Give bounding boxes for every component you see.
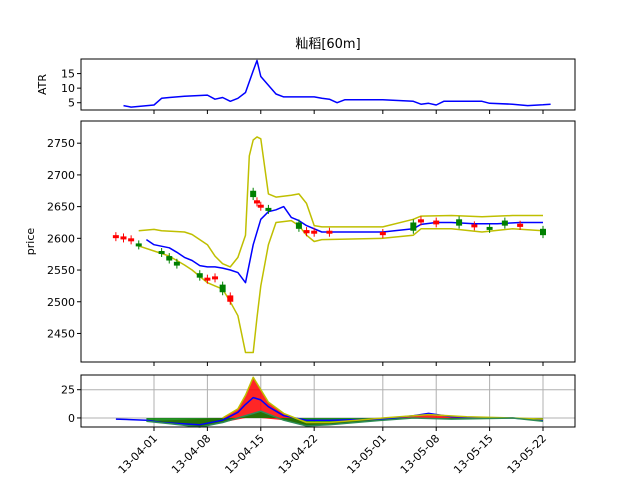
candle-body bbox=[227, 295, 234, 302]
candle-body bbox=[311, 230, 318, 234]
atr-ytick-label: 10 bbox=[61, 82, 75, 95]
price-mid-line bbox=[145, 205, 543, 284]
candle-body bbox=[219, 284, 226, 293]
x-date-tick-label: 13-05-15 bbox=[451, 432, 496, 477]
price-ylabel: price bbox=[24, 228, 37, 256]
x-date-tick-label: 13-04-08 bbox=[169, 432, 214, 477]
candle-body bbox=[204, 277, 211, 281]
candle-body bbox=[326, 230, 333, 234]
plot-frame bbox=[80, 58, 576, 111]
candle-body bbox=[501, 220, 508, 226]
x-date-tick-label: 13-04-01 bbox=[116, 432, 161, 477]
candle-body bbox=[212, 276, 219, 280]
x-date-tick-label: 13-05-22 bbox=[505, 432, 550, 477]
price-ytick-label: 2700 bbox=[47, 169, 75, 182]
candle-body bbox=[173, 261, 180, 266]
x-date-tick-label: 13-05-08 bbox=[398, 432, 443, 477]
x-date-tick-label: 13-04-22 bbox=[276, 432, 321, 477]
candle-body bbox=[128, 238, 135, 242]
candle-body bbox=[196, 273, 203, 278]
candle-body bbox=[250, 190, 257, 198]
plot-frame bbox=[80, 374, 576, 428]
candle-body bbox=[120, 236, 127, 240]
candle-body bbox=[471, 224, 478, 228]
candle-body bbox=[257, 204, 264, 208]
price-lower-band bbox=[138, 219, 544, 354]
chart-title: 籼稻[60m] bbox=[295, 37, 360, 52]
price-panel: price 2450 2500 2550 2600 2650 2700 2750 bbox=[24, 120, 576, 366]
candle-body bbox=[295, 222, 302, 229]
osc-yellow-line bbox=[222, 376, 544, 424]
candle-body bbox=[253, 200, 260, 204]
osc-ytick-label: 25 bbox=[61, 384, 75, 397]
candle-body bbox=[540, 228, 546, 236]
atr-series-line bbox=[123, 59, 551, 108]
price-ytick-label: 2500 bbox=[47, 296, 75, 309]
candle-body bbox=[456, 219, 463, 226]
candle-body bbox=[410, 222, 417, 231]
osc-positive-fill bbox=[146, 377, 543, 427]
osc-negative-fill bbox=[146, 411, 543, 427]
candle-body bbox=[486, 226, 493, 230]
candle-body bbox=[417, 219, 424, 223]
candle-body bbox=[303, 230, 310, 234]
candle-body bbox=[379, 231, 386, 236]
price-ytick-label: 2750 bbox=[47, 137, 75, 150]
candle-body bbox=[166, 256, 173, 261]
candle-body bbox=[135, 243, 142, 247]
candle-body bbox=[517, 223, 524, 227]
atr-ytick-label: 15 bbox=[61, 68, 75, 81]
candle-body bbox=[112, 235, 119, 239]
price-upper-band bbox=[138, 136, 543, 268]
atr-ylabel: ATR bbox=[36, 74, 49, 95]
price-ytick-label: 2550 bbox=[47, 264, 75, 277]
osc-green-line bbox=[146, 410, 544, 428]
atr-ytick-label: 5 bbox=[68, 97, 75, 110]
plot-frame bbox=[80, 120, 576, 363]
oscillator-panel: 0 25 13-04-01 13-04-08 13-04-15 13-04-22 13-05… bbox=[61, 374, 576, 477]
x-date-tick-label: 13-04-15 bbox=[222, 432, 267, 477]
candle-body bbox=[433, 220, 440, 225]
price-ytick-label: 2450 bbox=[47, 327, 75, 340]
price-ytick-label: 2600 bbox=[47, 232, 75, 245]
osc-ytick-label: 0 bbox=[68, 412, 75, 425]
candle-body bbox=[265, 207, 272, 211]
x-date-tick-label: 13-05-01 bbox=[344, 432, 389, 477]
candle-body bbox=[158, 251, 165, 255]
price-ytick-label: 2650 bbox=[47, 201, 75, 214]
